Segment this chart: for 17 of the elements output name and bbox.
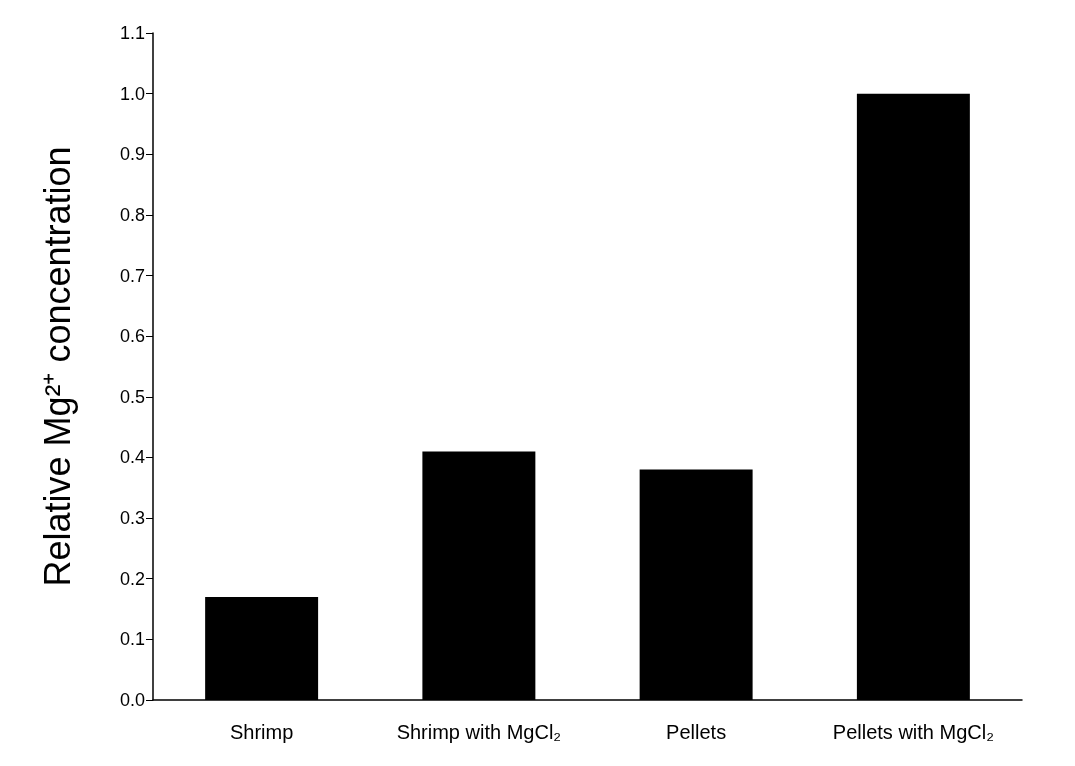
x-tick-label: Pellets	[666, 721, 727, 743]
y-tick-label: 0.6	[119, 326, 145, 347]
x-tick-label: Shrimp	[229, 721, 294, 743]
y-tick-label: 0.7	[119, 265, 145, 286]
y-tick-label: 0.1	[119, 629, 145, 650]
y-tick-label: 1.0	[119, 83, 145, 104]
y-axis-title: Relative Mg²⁺ concentration	[36, 146, 78, 587]
x-tick-label: Shrimp with MgCl₂	[396, 721, 562, 743]
y-tick-label: 1.1	[119, 23, 145, 43]
y-tick-label: 0.0	[119, 690, 145, 710]
x-tick-label: Pellets with MgCl₂	[832, 721, 994, 743]
y-tick-label: 0.4	[119, 447, 145, 468]
y-tick-label: 0.8	[119, 204, 145, 225]
y-tick-label: 0.2	[119, 568, 145, 589]
y-tick-label: 0.9	[119, 144, 145, 165]
y-tick-label: 0.3	[119, 508, 145, 529]
y-tick-label: 0.5	[119, 386, 145, 407]
